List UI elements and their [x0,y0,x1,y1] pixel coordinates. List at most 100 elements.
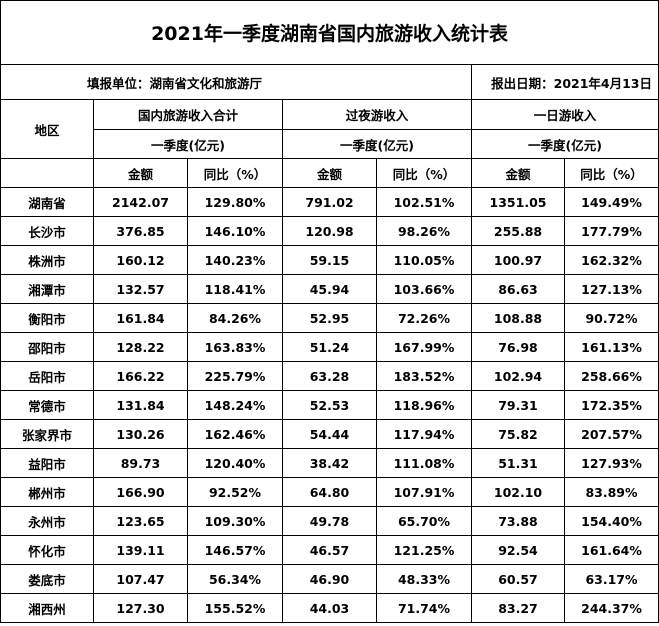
region-cell: 常德市 [0,390,94,420]
total-amount-cell: 161.84 [93,303,188,333]
overnight-yoy-cell: 71.74% [376,593,472,623]
table-row: 衡阳市 161.84 84.26% 52.95 72.26% 108.88 90.72% [0,303,659,333]
overnight-yoy-cell: 103.66% [376,274,472,304]
overnight-amount-cell: 52.95 [282,303,377,333]
day-amount-cell: 1351.05 [471,187,565,217]
table-row: 娄底市 107.47 56.34% 46.90 48.33% 60.57 63.17% [0,564,659,594]
region-cell: 郴州市 [0,477,94,507]
day-yoy-cell: 63.17% [563,564,659,594]
overnight-yoy-cell: 111.08% [376,448,472,478]
header-day-amount: 金额 [471,158,565,188]
total-amount-cell: 131.84 [93,390,188,420]
overnight-amount-cell: 46.90 [282,564,377,594]
day-amount-cell: 255.88 [471,216,565,246]
table-row: 张家界市 130.26 162.46% 54.44 117.94% 75.82 207.57… [0,419,659,449]
reporting-unit: 填报单位：湖南省文化和旅游厅 [0,64,472,100]
overnight-yoy-cell: 102.51% [376,187,472,217]
day-yoy-cell: 90.72% [563,303,659,333]
table-row: 湘潭市 132.57 118.41% 45.94 103.66% 86.63 127.13% [0,274,659,304]
total-yoy-cell: 162.46% [187,419,283,449]
header-row-period: 一季度(亿元) 一季度(亿元) 一季度(亿元) [1,129,659,159]
header-period-overnight: 一季度(亿元) [282,129,472,159]
total-yoy-cell: 148.24% [187,390,283,420]
table-row: 长沙市 376.85 146.10% 120.98 98.26% 255.88 177.79… [0,216,659,246]
total-amount-cell: 127.30 [93,593,188,623]
overnight-yoy-cell: 118.96% [376,390,472,420]
overnight-amount-cell: 51.24 [282,332,377,362]
day-amount-cell: 102.10 [471,477,565,507]
header-overnight-amount: 金额 [282,158,377,188]
day-yoy-cell: 83.89% [563,477,659,507]
table-row: 怀化市 139.11 146.57% 46.57 121.25% 92.54 161.64% [0,535,659,565]
overnight-yoy-cell: 183.52% [376,361,472,391]
header-group-overnight: 过夜游收入 [282,99,472,130]
region-cell: 益阳市 [0,448,94,478]
day-yoy-cell: 162.32% [563,245,659,275]
title-row: 2021年一季度湖南省国内旅游收入统计表 [0,0,659,65]
region-cell: 张家界市 [0,419,94,449]
total-amount-cell: 139.11 [93,535,188,565]
day-amount-cell: 100.97 [471,245,565,275]
overnight-amount-cell: 59.15 [282,245,377,275]
table-row: 常德市 131.84 148.24% 52.53 118.96% 79.31 172.35% [0,390,659,420]
report-date: 报出日期：2021年4月13日 [470,64,659,100]
day-yoy-cell: 244.37% [563,593,659,623]
total-yoy-cell: 163.83% [187,332,283,362]
total-amount-cell: 2142.07 [93,187,188,217]
region-cell: 邵阳市 [0,332,94,362]
total-yoy-cell: 146.10% [187,216,283,246]
overnight-amount-cell: 63.28 [282,361,377,391]
region-cell: 株洲市 [0,245,94,275]
overnight-yoy-cell: 107.91% [376,477,472,507]
table-row: 永州市 123.65 109.30% 49.78 65.70% 73.88 154.40% [0,506,659,536]
header-group-total: 国内旅游收入合计 [93,99,283,130]
day-yoy-cell: 177.79% [563,216,659,246]
header-overnight-yoy: 同比（%） [376,158,472,188]
day-yoy-cell: 149.49% [563,187,659,217]
header-period-total: 一季度(亿元) [93,129,283,159]
day-amount-cell: 76.98 [471,332,565,362]
header-total-amount: 金额 [93,158,188,188]
overnight-yoy-cell: 72.26% [376,303,472,333]
total-yoy-cell: 129.80% [187,187,283,217]
total-yoy-cell: 120.40% [187,448,283,478]
info-row: 填报单位：湖南省文化和旅游厅 报出日期：2021年4月13日 [0,64,659,100]
region-cell: 湘潭市 [0,274,94,304]
overnight-amount-cell: 791.02 [282,187,377,217]
day-amount-cell: 83.27 [471,593,565,623]
overnight-yoy-cell: 98.26% [376,216,472,246]
region-cell: 怀化市 [0,535,94,565]
day-yoy-cell: 161.64% [563,535,659,565]
total-yoy-cell: 84.26% [187,303,283,333]
overnight-amount-cell: 54.44 [282,419,377,449]
region-cell: 长沙市 [0,216,94,246]
overnight-amount-cell: 38.42 [282,448,377,478]
total-yoy-cell: 155.52% [187,593,283,623]
header-region: 地区 [0,99,94,159]
day-amount-cell: 60.57 [471,564,565,594]
overnight-yoy-cell: 121.25% [376,535,472,565]
day-amount-cell: 73.88 [471,506,565,536]
total-yoy-cell: 92.52% [187,477,283,507]
day-amount-cell: 51.31 [471,448,565,478]
overnight-amount-cell: 64.80 [282,477,377,507]
overnight-yoy-cell: 167.99% [376,332,472,362]
overnight-yoy-cell: 117.94% [376,419,472,449]
day-amount-cell: 75.82 [471,419,565,449]
region-cell: 永州市 [0,506,94,536]
table-row: 湖南省 2142.07 129.80% 791.02 102.51% 1351.05 149… [0,187,659,217]
header-group-day: 一日游收入 [470,99,659,130]
total-yoy-cell: 109.30% [187,506,283,536]
total-amount-cell: 128.22 [93,332,188,362]
day-yoy-cell: 154.40% [563,506,659,536]
overnight-amount-cell: 52.53 [282,390,377,420]
header-day-yoy: 同比（%） [563,158,659,188]
total-yoy-cell: 225.79% [187,361,283,391]
overnight-amount-cell: 44.03 [282,593,377,623]
day-yoy-cell: 172.35% [563,390,659,420]
overnight-amount-cell: 45.94 [282,274,377,304]
day-amount-cell: 92.54 [471,535,565,565]
total-amount-cell: 166.90 [93,477,188,507]
